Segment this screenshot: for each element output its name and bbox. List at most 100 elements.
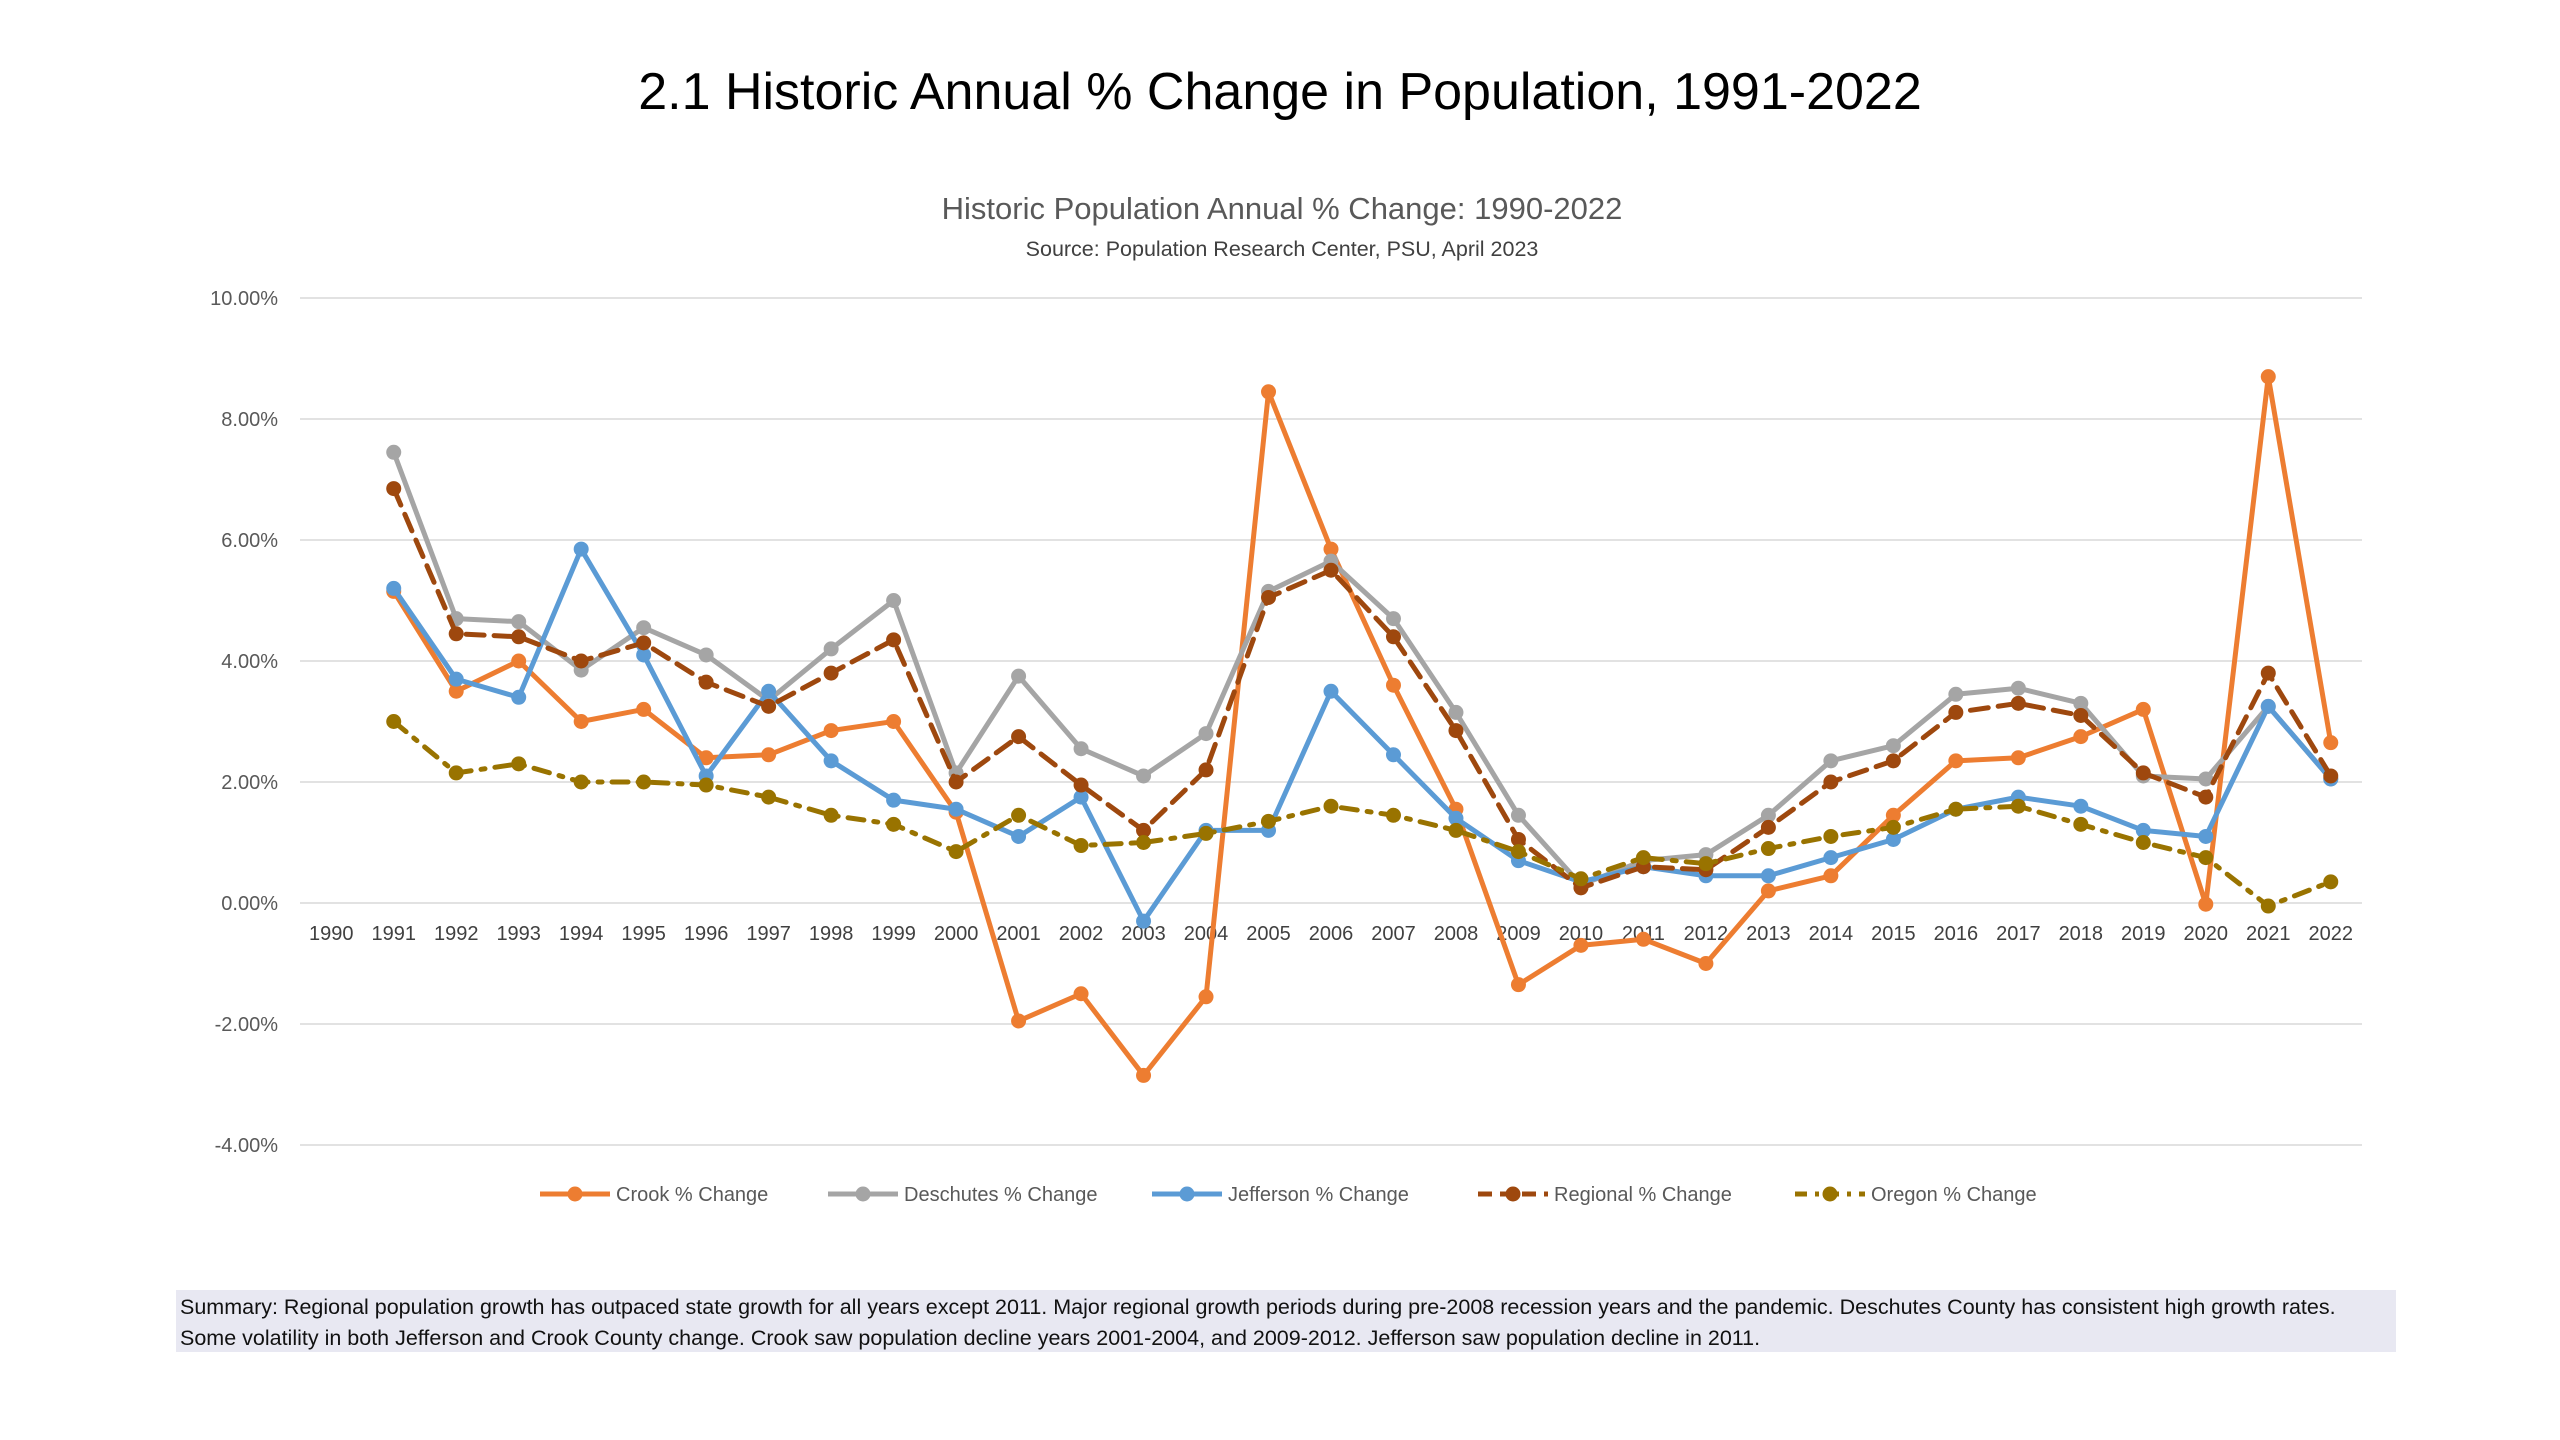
y-tick-label: 8.00% (221, 409, 278, 431)
x-tick-label: 1993 (496, 923, 541, 945)
x-tick-label: 2007 (1371, 923, 1416, 945)
data-point (2135, 765, 2151, 781)
data-point (1136, 1067, 1152, 1083)
data-point (386, 714, 402, 729)
data-point (573, 541, 589, 557)
data-point (573, 714, 589, 729)
data-point (1823, 753, 1839, 769)
x-tick-label: 1996 (684, 923, 729, 945)
data-point (698, 674, 714, 690)
x-tick-label: 2018 (2059, 923, 2104, 945)
data-point (511, 653, 527, 669)
y-tick-label: 6.00% (221, 530, 278, 552)
data-point (948, 774, 964, 790)
data-point (886, 792, 902, 808)
data-point (1198, 989, 1214, 1005)
data-point (511, 689, 527, 705)
x-tick-label: 2020 (2184, 923, 2229, 945)
data-point (1385, 629, 1401, 645)
data-point (886, 714, 902, 729)
data-point (2198, 850, 2214, 866)
series-regional-change (386, 481, 2339, 896)
data-point (386, 580, 402, 596)
x-tick-label: 2004 (1184, 923, 1229, 945)
data-point (573, 774, 589, 790)
chart-subtitle: Source: Population Research Center, PSU,… (1026, 237, 1539, 261)
data-point (2135, 822, 2151, 838)
legend-item: Regional % Change (1478, 1184, 1732, 1206)
data-point (1510, 807, 1526, 823)
data-point (1011, 729, 1027, 745)
x-tick-label: 1999 (871, 923, 916, 945)
data-point (1573, 871, 1589, 887)
data-point (2073, 816, 2089, 832)
data-point (1635, 850, 1651, 866)
data-point (2010, 695, 2026, 711)
legend-marker (567, 1186, 583, 1202)
x-tick-label: 2017 (1996, 923, 2041, 945)
x-tick-label: 2001 (996, 923, 1041, 945)
legend-item: Oregon % Change (1795, 1184, 2037, 1206)
x-tick-label: 1998 (809, 923, 854, 945)
series-line (391, 486, 2334, 891)
x-tick-label: 2021 (2246, 923, 2291, 945)
data-point (2010, 750, 2026, 766)
data-point (761, 683, 777, 699)
data-point (386, 444, 402, 460)
data-point (448, 626, 464, 642)
data-point (1323, 541, 1339, 557)
slide-title: 2.1 Historic Annual % Change in Populati… (638, 63, 1922, 121)
y-tick-label: 10.00% (210, 288, 278, 310)
data-point (511, 614, 527, 630)
legend-item: Deschutes % Change (828, 1184, 1097, 1206)
legend-marker (1505, 1186, 1521, 1202)
data-point (2010, 798, 2026, 814)
data-point (2073, 695, 2089, 711)
x-tick-label: 2006 (1309, 923, 1354, 945)
legend-label: Crook % Change (616, 1184, 768, 1206)
data-point (1323, 798, 1339, 814)
legend-label: Regional % Change (1554, 1184, 1732, 1206)
y-tick-label: 2.00% (221, 772, 278, 794)
data-point (948, 844, 964, 860)
data-point (1760, 883, 1776, 899)
x-tick-label: 2009 (1496, 923, 1541, 945)
x-tick-label: 1990 (309, 923, 354, 945)
summary-text: Summary: Regional population growth has … (176, 1290, 2396, 1352)
x-tick-label: 2016 (1934, 923, 1979, 945)
data-point (823, 641, 839, 657)
data-point (1011, 807, 1027, 823)
data-point (1760, 819, 1776, 835)
data-point (1136, 768, 1152, 784)
data-point (1760, 807, 1776, 823)
data-point (2135, 835, 2151, 850)
data-point (1948, 686, 1964, 702)
data-point (1885, 831, 1901, 847)
data-point (448, 671, 464, 687)
data-point (636, 701, 652, 717)
x-tick-label: 2013 (1746, 923, 1791, 945)
series-crook-change (386, 369, 2339, 1083)
data-point (886, 816, 902, 832)
data-point (2198, 789, 2214, 805)
data-point (698, 777, 714, 793)
data-point (2073, 707, 2089, 723)
data-point (1385, 807, 1401, 823)
data-point (1385, 747, 1401, 763)
data-point (1885, 807, 1901, 823)
data-point (2198, 896, 2214, 912)
data-point (1510, 844, 1526, 860)
x-tick-label: 2005 (1246, 923, 1291, 945)
data-point (1323, 683, 1339, 699)
data-point (1136, 913, 1152, 929)
x-tick-label: 2014 (1809, 923, 1854, 945)
data-point (698, 647, 714, 663)
data-point (2260, 898, 2276, 914)
x-tick-label: 2003 (1121, 923, 1166, 945)
x-axis: 1990 1991 1992 1993 1994 1995 1996 1997 1998 1999… (309, 923, 2353, 945)
data-point (1948, 753, 1964, 769)
x-tick-label: 2000 (934, 923, 979, 945)
data-point (1885, 753, 1901, 769)
data-point (886, 632, 902, 648)
legend-item: Crook % Change (540, 1184, 768, 1206)
